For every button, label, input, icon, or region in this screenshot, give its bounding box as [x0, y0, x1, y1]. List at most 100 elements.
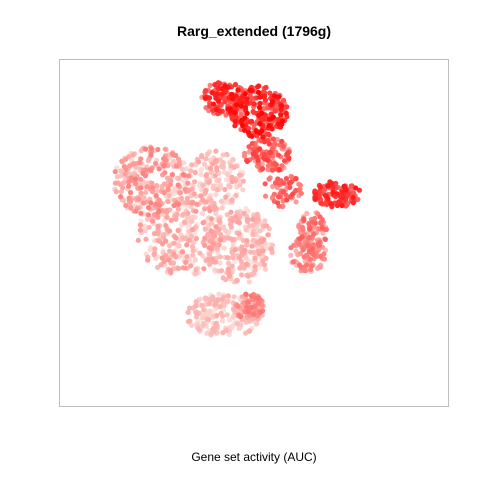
data-point [188, 233, 195, 239]
data-point [151, 230, 158, 237]
data-point [270, 136, 276, 142]
data-point [147, 167, 153, 173]
data-point [133, 208, 139, 214]
data-point [279, 103, 285, 109]
data-point [269, 126, 275, 132]
data-point [318, 200, 324, 206]
data-point [185, 309, 191, 315]
data-point [249, 272, 255, 278]
data-point [262, 181, 268, 187]
data-point [186, 173, 192, 179]
data-point [153, 193, 159, 199]
data-point [311, 231, 317, 237]
data-point [194, 201, 200, 207]
data-point [161, 208, 168, 214]
data-point [213, 148, 219, 154]
data-point [204, 151, 211, 157]
data-point [217, 304, 223, 310]
data-point [307, 256, 313, 262]
data-point [229, 178, 235, 185]
data-point [128, 175, 134, 181]
data-point [215, 297, 221, 303]
data-point [142, 223, 148, 229]
data-point [188, 263, 194, 269]
data-point [203, 156, 209, 162]
data-point [225, 171, 231, 178]
data-point [199, 302, 205, 309]
data-point [196, 159, 202, 165]
data-point [242, 127, 248, 133]
data-point [122, 171, 128, 177]
data-point [146, 224, 152, 230]
data-point [239, 272, 245, 278]
data-point [184, 195, 190, 201]
data-point [341, 183, 347, 189]
data-point [210, 101, 217, 107]
data-point [206, 179, 212, 185]
data-point [252, 255, 258, 261]
data-point [309, 246, 316, 252]
data-point [241, 210, 247, 216]
data-point [126, 183, 132, 189]
data-point [300, 247, 306, 253]
data-point [175, 182, 181, 188]
data-point [217, 260, 223, 266]
data-point [287, 180, 293, 186]
data-point [136, 196, 142, 202]
data-point [215, 91, 221, 97]
data-point [238, 258, 244, 265]
data-point [224, 151, 230, 157]
data-point [266, 176, 272, 182]
data-point [245, 273, 251, 279]
data-point [283, 110, 289, 116]
data-point [243, 330, 249, 336]
data-point [161, 234, 167, 240]
data-point [333, 180, 339, 186]
data-point [260, 248, 266, 254]
data-points [112, 80, 362, 338]
data-point [173, 216, 179, 222]
data-point [137, 160, 143, 166]
data-point [229, 263, 235, 269]
data-point [133, 181, 139, 187]
data-point [186, 237, 192, 243]
data-point [192, 257, 198, 263]
data-point [207, 208, 213, 214]
data-point [176, 175, 182, 181]
data-point [237, 313, 244, 320]
data-point [128, 190, 134, 196]
data-point [200, 322, 206, 328]
data-point [307, 226, 313, 232]
data-point [161, 156, 167, 162]
data-point [128, 205, 134, 211]
data-point [250, 216, 256, 222]
data-point [237, 254, 243, 261]
data-point [223, 228, 229, 234]
data-point [182, 265, 188, 271]
data-point [257, 146, 263, 152]
data-point [232, 258, 238, 265]
data-point [208, 220, 214, 226]
data-point [154, 188, 160, 194]
data-point [325, 196, 331, 202]
data-point [267, 149, 273, 155]
data-point [206, 103, 213, 109]
data-point [334, 191, 340, 197]
data-point [222, 83, 228, 89]
data-point [330, 189, 336, 195]
data-point [193, 208, 199, 214]
data-point [275, 200, 281, 206]
data-point [245, 130, 252, 136]
data-point [192, 230, 198, 236]
data-point [329, 180, 335, 186]
data-point [193, 303, 199, 309]
data-point [317, 214, 323, 220]
data-point [211, 233, 217, 239]
data-point [190, 248, 196, 254]
data-point [284, 197, 290, 203]
data-point [212, 204, 218, 210]
data-point [237, 172, 243, 178]
data-point [155, 223, 161, 229]
data-point [260, 258, 266, 264]
data-point [334, 202, 340, 209]
